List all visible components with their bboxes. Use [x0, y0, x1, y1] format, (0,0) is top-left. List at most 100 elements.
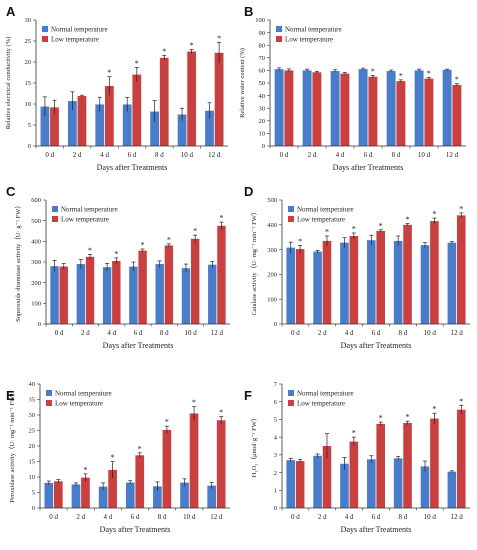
significance-marker: * — [399, 71, 403, 80]
x-tick-label: 2 d — [76, 513, 85, 521]
bar-low-temperature — [368, 76, 378, 146]
bar-normal-temperature — [286, 460, 296, 508]
panel-label: C — [6, 184, 16, 199]
bar-normal-temperature — [40, 106, 50, 146]
bar-normal-temperature — [207, 485, 217, 508]
significance-marker: * — [432, 405, 436, 414]
significance-marker: * — [162, 47, 166, 56]
x-tick-label: 8 d — [160, 329, 169, 337]
bar-low-temperature — [214, 52, 224, 147]
bar-low-temperature — [187, 51, 197, 146]
x-axis-title: Days after Treatments — [103, 341, 174, 350]
bar-normal-temperature — [208, 264, 217, 324]
x-tick-label: 4 d — [100, 151, 109, 159]
bar-low-temperature — [104, 85, 114, 146]
significance-marker: * — [193, 227, 197, 236]
x-tick-label: 2 d — [81, 329, 90, 337]
y-tick-label: 10 — [259, 131, 266, 138]
bar-normal-temperature — [95, 104, 105, 146]
bar-low-temperature — [430, 418, 439, 508]
panel-label: F — [244, 388, 252, 403]
y-tick-label: 35 — [29, 397, 36, 404]
significance-marker: * — [111, 453, 115, 462]
bar-low-temperature — [159, 57, 169, 146]
x-tick-label: 8 d — [155, 151, 164, 159]
significance-marker: * — [107, 68, 111, 77]
significance-marker: * — [406, 215, 410, 224]
bar-low-temperature — [85, 256, 95, 324]
y-axis-title: Superoxide dismutase activity（U· g⁻¹ FW） — [14, 202, 22, 322]
bar-normal-temperature — [122, 104, 132, 146]
legend-swatch-normal — [46, 390, 52, 396]
bar-normal-temperature — [393, 458, 403, 508]
bar-normal-temperature — [177, 114, 187, 146]
legend-label: Low temperature — [55, 400, 103, 408]
x-tick-label: 12 d — [450, 329, 463, 337]
panel-label: D — [244, 184, 253, 199]
x-tick-label: 8 d — [398, 329, 407, 337]
y-tick-label: 30 — [29, 412, 36, 419]
bar-normal-temperature — [150, 111, 160, 146]
bar-normal-temperature — [393, 240, 403, 324]
bar-low-temperature — [189, 413, 199, 508]
bar-normal-temperature — [129, 266, 138, 324]
bar-normal-temperature — [313, 455, 322, 508]
significance-marker: * — [379, 221, 383, 230]
y-tick-label: 40 — [259, 93, 266, 100]
y-tick-label: 0 — [274, 321, 277, 328]
legend-swatch-normal — [276, 26, 282, 32]
significance-marker: * — [352, 429, 356, 438]
x-tick-label: 10 d — [424, 513, 437, 521]
legend-label: Normal temperature — [55, 390, 112, 398]
bar-normal-temperature — [71, 484, 81, 508]
bar-normal-temperature — [286, 247, 296, 324]
x-tick-label: 12 d — [211, 329, 224, 337]
y-tick-label: 200 — [267, 272, 277, 279]
x-tick-label: 2 d — [73, 151, 82, 159]
bar-low-temperature — [216, 420, 226, 508]
bar-normal-temperature — [420, 245, 430, 324]
y-tick-label: 10 — [29, 474, 36, 481]
significance-marker: * — [192, 398, 196, 407]
x-tick-label: 10 d — [184, 329, 197, 337]
bar-normal-temperature — [313, 251, 322, 324]
legend-swatch-normal — [52, 206, 58, 212]
x-axis-title: Days after Treatments — [341, 341, 412, 350]
x-tick-label: 4 d — [336, 151, 345, 159]
bar-low-temperature — [135, 455, 145, 508]
bar-normal-temperature — [67, 101, 77, 146]
y-tick-label: 80 — [259, 42, 266, 49]
bar-low-temperature — [403, 224, 412, 324]
bar-normal-temperature — [420, 466, 430, 508]
x-tick-label: 8 d — [158, 513, 167, 521]
y-tick-label: 1 — [274, 487, 277, 494]
bar-normal-temperature — [386, 71, 396, 146]
x-tick-label: 10 d — [181, 151, 194, 159]
significance-marker: * — [427, 69, 431, 78]
x-tick-label: 12 d — [450, 513, 463, 521]
x-tick-label: 2 d — [308, 151, 317, 159]
bar-low-temperature — [284, 70, 294, 146]
x-tick-label: 12 d — [446, 151, 459, 159]
y-axis-title: Relative water content (%) — [239, 48, 246, 118]
x-tick-label: 2 d — [318, 513, 327, 521]
bar-low-temperature — [456, 215, 466, 324]
y-axis-title: H₂O₂（μmol·g⁻¹ FW） — [250, 415, 258, 478]
x-tick-label: 6 d — [364, 151, 373, 159]
y-tick-label: 10 — [25, 101, 32, 108]
bar-normal-temperature — [367, 459, 376, 508]
y-tick-label: 0 — [262, 143, 265, 150]
y-tick-label: 2 — [274, 470, 277, 477]
x-tick-label: 12 d — [208, 151, 221, 159]
bar-low-temperature — [81, 477, 90, 508]
significance-marker: * — [219, 408, 223, 417]
y-tick-label: 300 — [267, 247, 277, 254]
x-tick-label: 4 d — [103, 513, 112, 521]
y-tick-label: 100 — [31, 301, 41, 308]
panel-label: A — [6, 4, 16, 19]
y-tick-label: 6 — [274, 399, 278, 406]
x-axis-title: Days after Treatments — [341, 525, 412, 534]
y-tick-label: 400 — [267, 222, 277, 229]
bar-normal-temperature — [76, 264, 86, 324]
